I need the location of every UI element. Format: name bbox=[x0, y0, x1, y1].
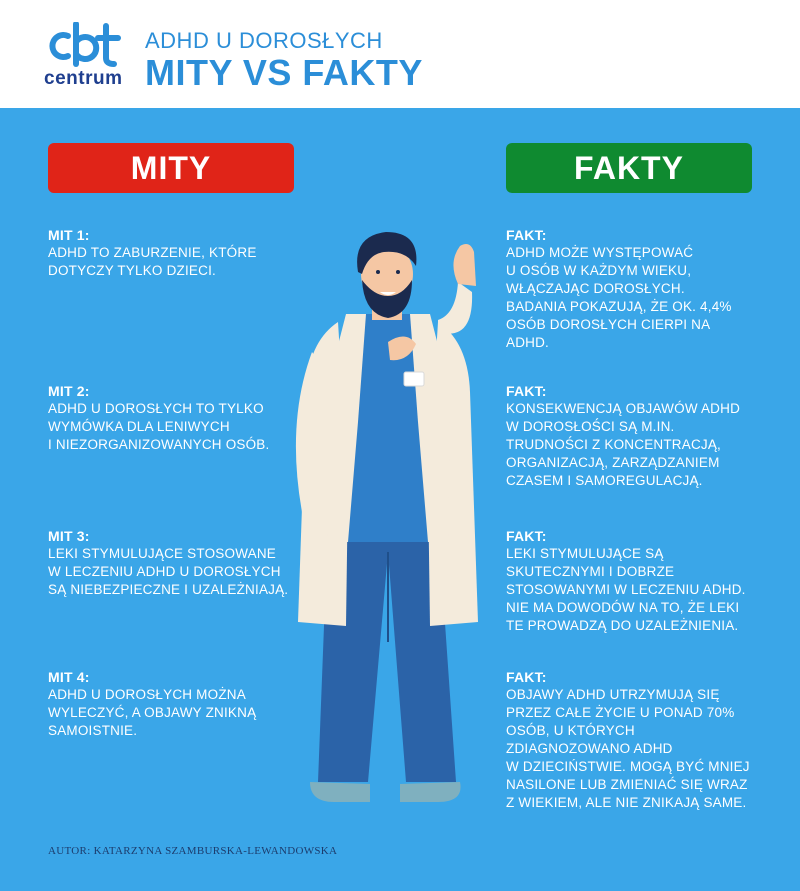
header-subtitle: ADHD U DOROSŁYCH bbox=[145, 28, 383, 53]
myth-text: LEKI STYMULUJĄCE STOSOWANE W LECZENIU AD… bbox=[48, 546, 289, 597]
fact-heading: FAKT: bbox=[506, 227, 547, 243]
fact-heading: FAKT: bbox=[506, 528, 547, 544]
myth-text: ADHD U DOROSŁYCH TO TYLKO WYMÓWKA DLA LE… bbox=[48, 401, 270, 452]
cbt-centrum-logo[interactable]: centrum bbox=[44, 22, 134, 94]
fact-item: FAKT: KONSEKWENCJĄ OBJAWÓW ADHD W DOROSŁ… bbox=[506, 382, 766, 490]
myth-item: MIT 2: ADHD U DOROSŁYCH TO TYLKO WYMÓWKA… bbox=[48, 382, 298, 454]
fact-item: FAKT: ADHD MOŻE WYSTĘPOWAĆ U OSÓB W KAŻD… bbox=[506, 226, 766, 352]
myth-text: ADHD U DOROSŁYCH MOŻNA WYLECZYĆ, A OBJAW… bbox=[48, 687, 257, 738]
fact-text: ADHD MOŻE WYSTĘPOWAĆ U OSÓB W KAŻDYM WIE… bbox=[506, 245, 732, 350]
myth-text: ADHD TO ZABURZENIE, KTÓRE DOTYCZY TYLKO … bbox=[48, 245, 257, 278]
fact-item: FAKT: OBJAWY ADHD UTRZYMUJĄ SIĘ PRZEZ CA… bbox=[506, 668, 766, 812]
myths-column-label: MITY bbox=[48, 143, 294, 193]
logo-wordmark: centrum bbox=[44, 68, 123, 89]
myth-heading: MIT 4: bbox=[48, 669, 90, 685]
myth-item: MIT 1: ADHD TO ZABURZENIE, KTÓRE DOTYCZY… bbox=[48, 226, 298, 280]
fact-heading: FAKT: bbox=[506, 669, 547, 685]
fact-text: LEKI STYMULUJĄCE SĄ SKUTECZNYMI I DOBRZE… bbox=[506, 546, 746, 633]
header-bar: centrum ADHD U DOROSŁYCH MITY VS FAKTY bbox=[0, 0, 800, 108]
myth-heading: MIT 2: bbox=[48, 383, 90, 399]
author-credit: AUTOR: KATARZYNA SZAMBURSKA-LEWANDOWSKA bbox=[48, 845, 338, 857]
fact-item: FAKT: LEKI STYMULUJĄCE SĄ SKUTECZNYMI I … bbox=[506, 527, 766, 635]
myth-item: MIT 4: ADHD U DOROSŁYCH MOŻNA WYLECZYĆ, … bbox=[48, 668, 298, 740]
fact-text: KONSEKWENCJĄ OBJAWÓW ADHD W DOROSŁOŚCI S… bbox=[506, 401, 741, 488]
fact-text: OBJAWY ADHD UTRZYMUJĄ SIĘ PRZEZ CAŁE ŻYC… bbox=[506, 687, 750, 810]
fact-heading: FAKT: bbox=[506, 383, 547, 399]
myth-heading: MIT 1: bbox=[48, 227, 90, 243]
doctor-illustration bbox=[295, 232, 478, 802]
myth-item: MIT 3: LEKI STYMULUJĄCE STOSOWANE W LECZ… bbox=[48, 527, 298, 599]
myth-heading: MIT 3: bbox=[48, 528, 90, 544]
header-title: MITY VS FAKTY bbox=[145, 52, 423, 93]
cbt-logo-mark bbox=[49, 22, 121, 67]
facts-column-label: FAKTY bbox=[506, 143, 752, 193]
